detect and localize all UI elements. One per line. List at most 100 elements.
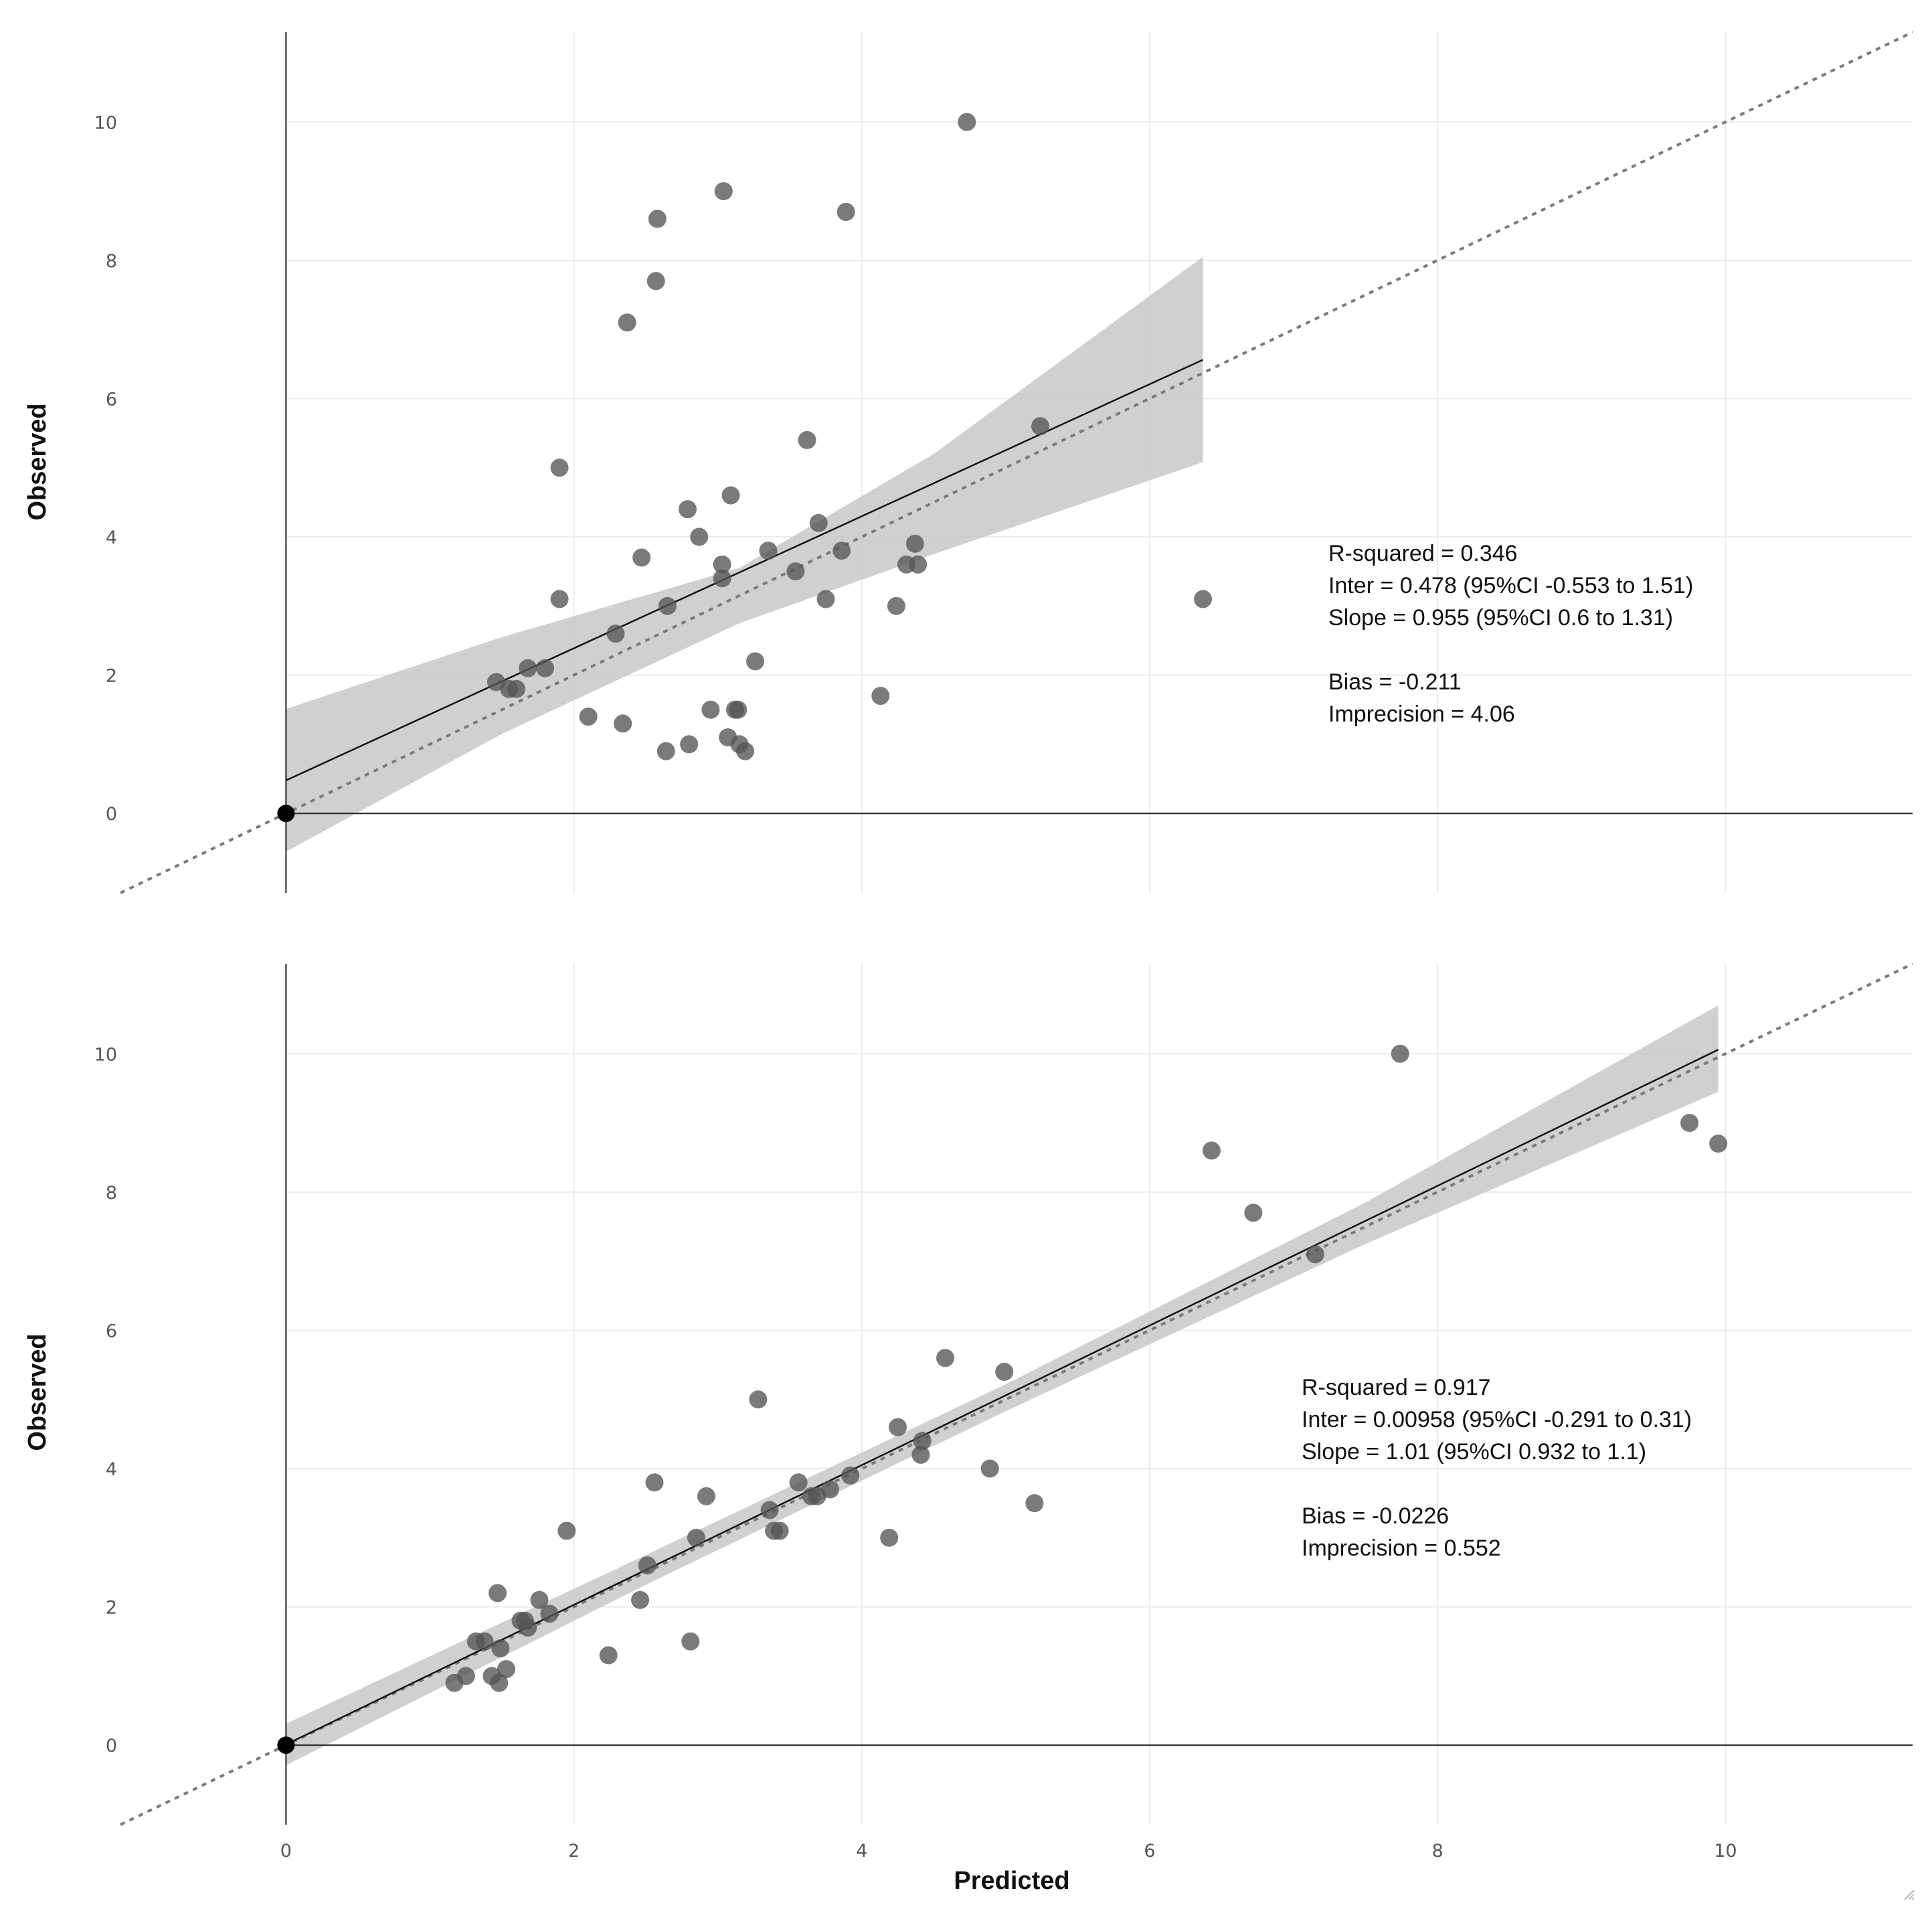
bottom-data-point [491,1639,510,1658]
top-data-point [658,596,677,615]
top-data-point [536,659,555,677]
bottom-data-point [911,1445,930,1464]
bottom-stats-annotation: R-squared = 0.917 Inter = 0.00958 (95%CI… [1302,1375,1692,1561]
bottom-data-point [557,1521,576,1540]
top-data-point [701,700,720,719]
top-data-point [736,742,755,760]
top-panel-lines-layer [120,31,1913,894]
top-panel-points-layer [277,112,1213,823]
top-data-point [678,500,697,519]
bottom-panel-points-layer [277,1044,1728,1754]
top-data-point [618,313,636,332]
bottom-data-point [490,1673,509,1692]
bottom-data-point [1202,1141,1221,1160]
top-stat-bias: Bias = -0.211 [1328,669,1462,695]
top-data-point [759,542,778,560]
top-identity-line [120,31,1913,894]
bottom-y-tick-label: 8 [106,1183,117,1204]
top-data-point [648,210,667,228]
top-panel: 0 2 4 6 8 10 Observed R-squared = 0.346 Inter… [23,31,1913,894]
top-data-point [909,555,928,574]
bottom-y-tick-label: 10 [94,1044,117,1065]
top-data-point [713,569,731,588]
bottom-x-tick-label: 0 [280,1841,292,1861]
bottom-y-tick-label: 2 [106,1598,117,1618]
top-data-point [809,513,828,532]
top-y-tick-label: 10 [94,112,117,133]
top-data-point [550,459,569,477]
top-data-point [507,679,526,698]
bottom-x-tick-label: 2 [568,1841,580,1861]
top-data-point [887,596,905,615]
bottom-data-point [936,1349,955,1367]
bottom-data-point [631,1590,650,1609]
bottom-data-point [760,1501,779,1519]
top-data-point [690,527,709,546]
top-regression-line [285,359,1204,781]
bottom-data-point [913,1432,932,1450]
top-data-point [606,625,625,643]
top-stat-slope: Slope = 0.955 (95%CI 0.6 to 1.31) [1328,605,1673,631]
bottom-data-point [770,1521,789,1540]
bottom-data-point [599,1646,618,1665]
top-data-point [871,687,890,706]
top-data-point [656,742,675,760]
top-data-point [713,555,731,574]
top-y-axis-title: Observed [23,403,52,520]
top-panel-confidence-band-layer [286,256,1203,852]
bottom-data-point [697,1487,715,1505]
bottom-data-point [1025,1494,1044,1513]
bottom-y-tick-label: 4 [106,1459,117,1480]
bottom-data-point [638,1556,656,1575]
top-confidence-band [286,256,1203,852]
bottom-data-point [889,1418,907,1436]
bottom-data-point [681,1632,700,1651]
top-data-point [714,182,733,201]
bottom-stat-r-squared: R-squared = 0.917 [1302,1375,1491,1400]
bottom-data-point [1391,1044,1409,1063]
bottom-data-point [445,1673,464,1692]
top-data-point [1194,590,1213,608]
bottom-data-point [519,1618,537,1637]
top-stat-intercept: Inter = 0.478 (95%CI -0.553 to 1.51) [1328,573,1693,598]
top-data-point [905,534,924,553]
top-origin-point [277,805,295,823]
bottom-panel-confidence-band-layer [286,1005,1719,1766]
top-data-point [958,112,976,131]
top-y-tick-label: 2 [106,666,117,687]
top-panel-axes-layer [285,32,1913,893]
top-data-point [579,708,598,726]
bottom-data-point [980,1459,999,1478]
bottom-x-tick-label: 6 [1144,1841,1155,1861]
bottom-data-point [808,1487,826,1505]
bottom-y-tick-label: 6 [106,1321,117,1341]
top-data-point [632,548,651,567]
top-y-tick-label: 4 [106,527,117,548]
bottom-panel-grid [285,964,1913,1825]
x-axis-title: Predicted [954,1867,1069,1895]
top-data-point [550,590,569,608]
bottom-x-tick-label: 10 [1714,1841,1737,1861]
top-data-point [729,700,748,719]
top-data-point [1031,417,1049,436]
bottom-stat-intercept: Inter = 0.00958 (95%CI -0.291 to 0.31) [1302,1407,1692,1432]
bottom-data-point [497,1660,515,1679]
top-y-tick-label: 0 [106,804,117,825]
bottom-data-point [540,1604,559,1623]
bottom-y-tick-label: 0 [106,1736,117,1756]
bottom-stat-bias: Bias = -0.0226 [1302,1503,1449,1529]
top-data-point [680,735,699,754]
bottom-data-point [749,1390,768,1409]
bottom-panel-ticks-layer: 0 2 4 6 8 10 0 2 4 6 8 10 [94,1044,1737,1861]
top-stat-r-squared: R-squared = 0.346 [1328,541,1518,566]
bottom-data-point [530,1590,549,1609]
bottom-data-point [995,1362,1014,1381]
bottom-origin-point [277,1736,295,1754]
top-data-point [721,486,740,505]
bottom-confidence-band [286,1005,1719,1766]
bottom-data-point [687,1528,705,1547]
resize-handle-icon[interactable] [1904,1890,1915,1900]
bottom-identity-line [120,963,1913,1826]
top-y-tick-label: 8 [106,251,117,272]
bottom-data-point [645,1473,664,1492]
